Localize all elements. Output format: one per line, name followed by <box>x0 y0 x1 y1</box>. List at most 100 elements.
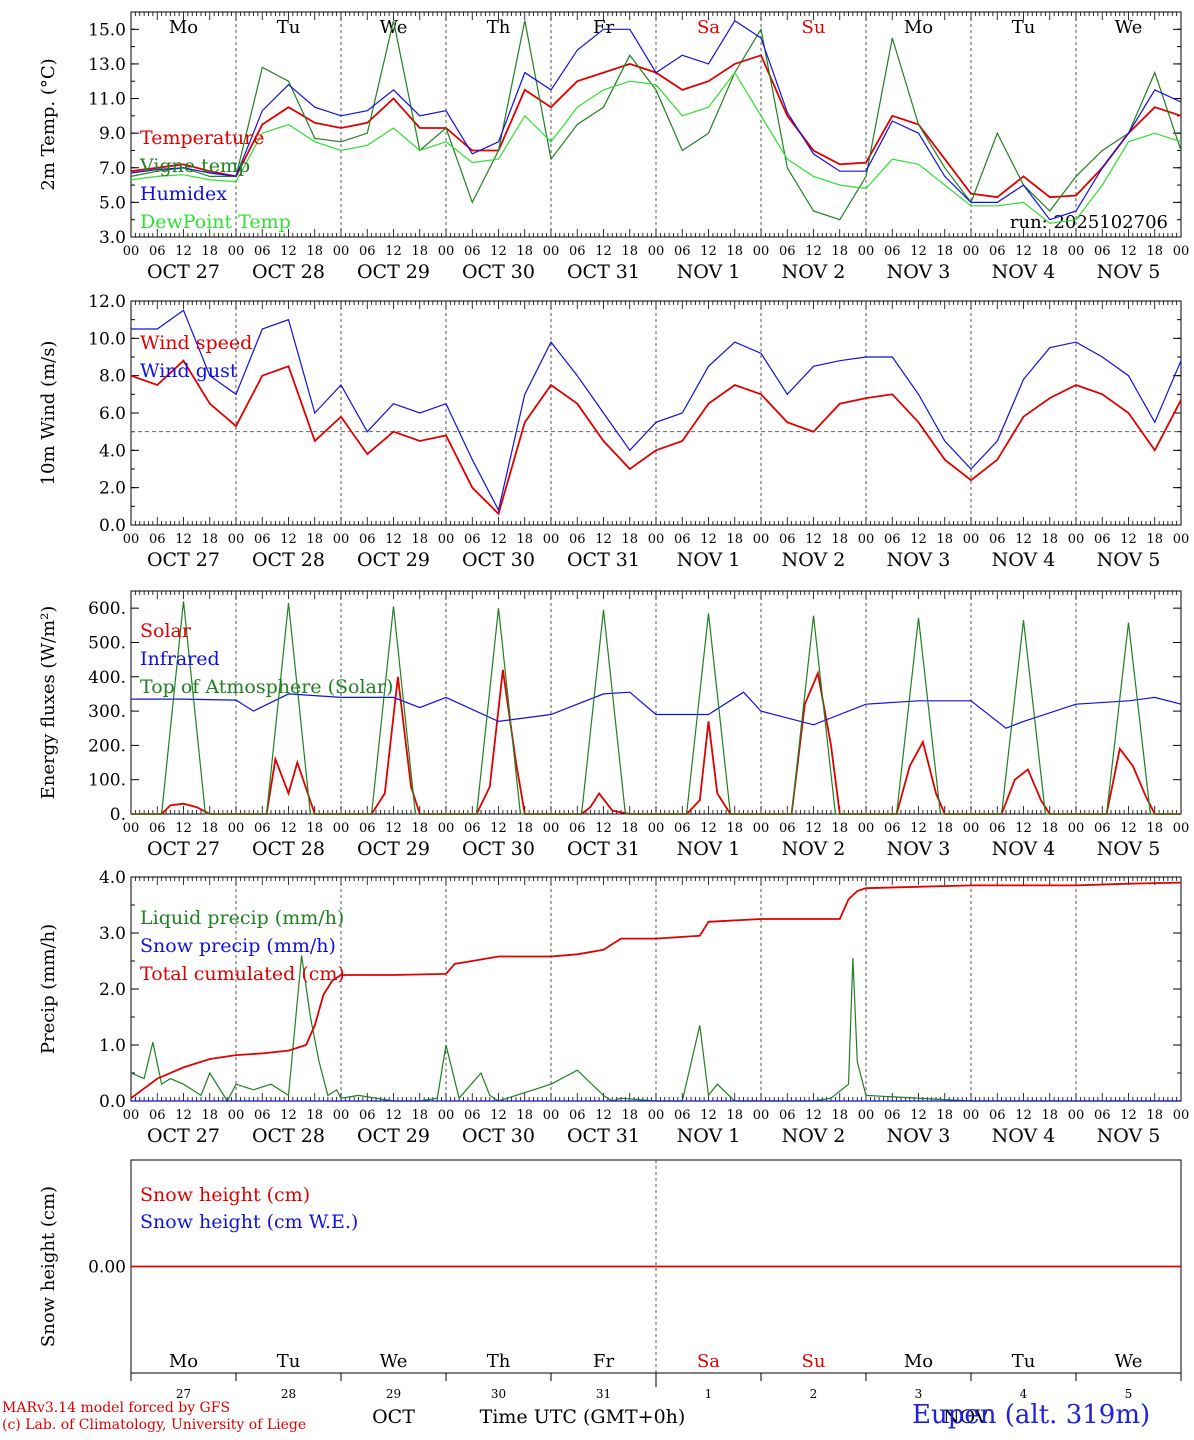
legend-entry: Temperature <box>140 127 264 149</box>
hour-label: 18 <box>411 244 428 259</box>
hour-label: 00 <box>1068 244 1085 259</box>
day-name-label: Mo <box>169 1351 198 1372</box>
date-label: OCT 28 <box>252 549 325 571</box>
hour-label: 06 <box>1094 821 1111 836</box>
y-tick-label: 4.0 <box>99 441 126 461</box>
hour-label: 18 <box>516 1108 533 1123</box>
day-number-label: 28 <box>281 1387 296 1401</box>
hour-label: 00 <box>648 821 665 836</box>
hour-label: 06 <box>674 532 691 547</box>
hour-label: 18 <box>306 244 323 259</box>
hour-label: 00 <box>858 532 875 547</box>
y-tick-label: 15.0 <box>88 20 126 40</box>
hour-label: 12 <box>1015 1108 1032 1123</box>
series-line-infrared <box>131 691 1182 729</box>
day-name-label: We <box>380 1351 408 1372</box>
hour-label: 12 <box>280 244 297 259</box>
hour-label: 06 <box>779 1108 796 1123</box>
hour-label: 06 <box>149 821 166 836</box>
y-tick-label: 400. <box>88 668 126 688</box>
hour-label: 00 <box>228 244 245 259</box>
legend-entry: Vigne temp <box>139 155 250 177</box>
panel-5: 0.00 Snow height (cm) Mo Tu We Th Fr Sa Su Mo Tu We… <box>38 1159 1182 1428</box>
date-label: OCT 31 <box>567 549 640 571</box>
y-tick-label: 6.0 <box>99 404 126 424</box>
hour-label: 18 <box>1041 532 1058 547</box>
hour-label: 18 <box>1041 821 1058 836</box>
hour-label: 00 <box>333 532 350 547</box>
day-number-label: 29 <box>386 1387 401 1401</box>
hour-label: 12 <box>1015 821 1032 836</box>
date-label: OCT 27 <box>147 261 220 283</box>
y-tick-label: 8.0 <box>99 367 126 387</box>
legend-entry: Wind speed <box>140 332 252 354</box>
hour-label: 12 <box>280 532 297 547</box>
date-label: OCT 30 <box>462 549 535 571</box>
hour-label: 06 <box>149 532 166 547</box>
hour-label: 00 <box>648 1108 665 1123</box>
day-number-label: 31 <box>596 1387 611 1401</box>
hour-label: 18 <box>1146 244 1163 259</box>
hour-label: 18 <box>411 532 428 547</box>
hour-label: 06 <box>1094 1108 1111 1123</box>
hour-label: 12 <box>805 1108 822 1123</box>
date-label: OCT 29 <box>357 838 430 860</box>
month-label-nov: NOV <box>943 1406 989 1428</box>
run-label: run: 2025102706 <box>1010 212 1168 233</box>
legend-entry: Solar <box>140 620 192 642</box>
hour-label: 00 <box>438 532 455 547</box>
credit-model: MARv3.14 model forced by GFS <box>2 1400 231 1416</box>
hour-label: 00 <box>1173 1108 1190 1123</box>
hour-label: 00 <box>753 1108 770 1123</box>
hour-label: 18 <box>516 532 533 547</box>
series-line-humidex <box>130 19 1182 221</box>
date-label: NOV 3 <box>887 261 951 283</box>
y-tick-label: 2.0 <box>99 479 126 499</box>
hour-label: 00 <box>438 244 455 259</box>
legend-entry: Total cumulated (cm) <box>140 963 345 985</box>
hour-label: 00 <box>963 532 980 547</box>
hour-label: 12 <box>805 532 822 547</box>
hour-label: 18 <box>936 1108 953 1123</box>
hour-label: 06 <box>254 244 271 259</box>
hour-label: 18 <box>936 244 953 259</box>
hour-label: 00 <box>858 821 875 836</box>
hour-label: 12 <box>1120 244 1137 259</box>
hour-label: 06 <box>884 1108 901 1123</box>
y-tick-label: 4.0 <box>99 868 126 888</box>
day-name-label: Sa <box>697 1351 720 1372</box>
legend-entry: Snow height (cm W.E.) <box>140 1211 358 1233</box>
day-name-label: We <box>1115 17 1143 38</box>
hour-label: 18 <box>726 532 743 547</box>
hour-label: 18 <box>411 821 428 836</box>
hour-label: 06 <box>359 1108 376 1123</box>
hour-label: 06 <box>884 244 901 259</box>
legend-entry: Snow height (cm) <box>140 1184 310 1206</box>
hour-label: 00 <box>648 532 665 547</box>
date-label: OCT 28 <box>252 261 325 283</box>
hour-label: 12 <box>700 1108 717 1123</box>
date-label: OCT 29 <box>357 549 430 571</box>
hour-label: 00 <box>543 821 560 836</box>
hour-label: 00 <box>1068 532 1085 547</box>
hour-label: 12 <box>490 244 507 259</box>
hour-label: 12 <box>1120 532 1137 547</box>
y-tick-label: 600. <box>88 599 126 619</box>
day-name-label: Su <box>802 17 826 38</box>
hour-label: 12 <box>595 532 612 547</box>
hour-label: 18 <box>621 532 638 547</box>
hour-label: 12 <box>175 244 192 259</box>
hour-label: 18 <box>1146 532 1163 547</box>
hour-label: 18 <box>516 244 533 259</box>
hour-label: 06 <box>884 532 901 547</box>
date-label: OCT 27 <box>147 549 220 571</box>
date-label: OCT 30 <box>462 1125 535 1147</box>
hour-label: 18 <box>726 244 743 259</box>
date-label: NOV 2 <box>782 549 846 571</box>
hour-label: 00 <box>543 532 560 547</box>
hour-label: 12 <box>700 821 717 836</box>
hour-label: 06 <box>359 821 376 836</box>
panel-3: 0. 100. 200. 300. 400. 500. 600. Energy fluxes … <box>38 590 1189 860</box>
hour-label: 00 <box>1068 1108 1085 1123</box>
